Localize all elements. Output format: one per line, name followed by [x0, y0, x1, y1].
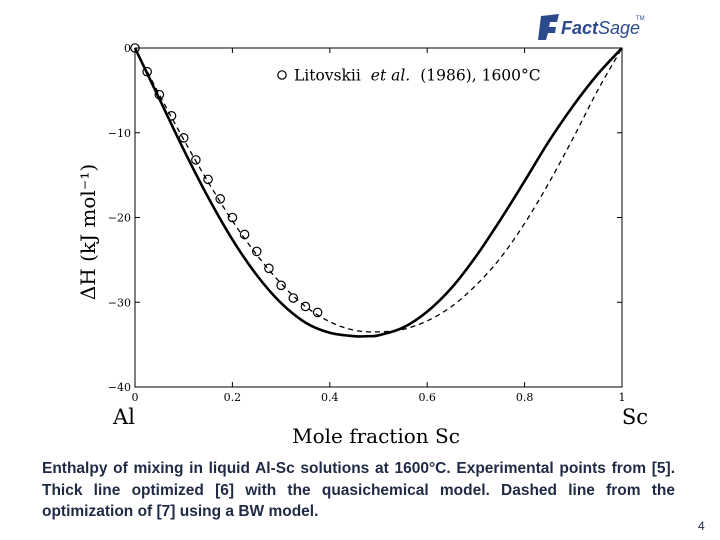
y-axis-label: ΔH (kJ mol⁻¹): [76, 164, 100, 300]
data-point: [215, 194, 226, 204]
svg-text:FactSage: FactSage: [561, 18, 640, 38]
x-tick-label: 0.6: [418, 391, 436, 404]
data-point: [130, 43, 140, 53]
data-point: [251, 246, 262, 257]
logo-icon: [538, 14, 559, 40]
logo-text-b: Sage: [598, 18, 640, 38]
legend: Litovskii et al. (1986), 1600°C: [277, 67, 541, 85]
endpoint-label-left: Al: [112, 405, 135, 429]
x-tick-label: 0.4: [321, 391, 339, 404]
x-tick-label: 0: [132, 391, 139, 404]
data-point: [154, 89, 165, 100]
data-point: [166, 111, 177, 121]
y-tick-label: −40: [108, 381, 131, 394]
endpoint-label-right: Sc: [622, 405, 648, 429]
legend-name: Litovskii: [294, 67, 361, 85]
chart-points: [130, 43, 323, 318]
y-tick-label: −30: [108, 296, 131, 309]
data-point: [203, 174, 213, 185]
data-point: [288, 293, 299, 303]
enthalpy-chart: 0 0.2 0.4 0.6 0.8 1 0 −10 −20 −30 −40 Litovskii et…: [76, 42, 648, 448]
x-tick-label: 0.8: [516, 391, 534, 404]
logo-tm: TM: [636, 16, 645, 22]
logo-text-a: Fact: [561, 18, 599, 38]
data-point: [191, 155, 201, 165]
factsage-logo: FactSage TM: [538, 14, 645, 40]
y-tick-label: −10: [108, 127, 131, 140]
x-tick-label: 0.2: [224, 391, 242, 404]
x-axis-label: Mole fraction Sc: [292, 424, 460, 448]
figure-caption: Enthalpy of mixing in liquid Al-Sc solut…: [42, 460, 675, 520]
data-point: [264, 263, 274, 274]
data-point: [227, 212, 238, 223]
legend-name-italic: et al.: [371, 67, 410, 85]
series-line-quasichemical: [133, 47, 623, 338]
data-point: [239, 229, 250, 240]
data-point: [178, 133, 189, 143]
data-point: [312, 307, 323, 318]
data-point: [142, 66, 152, 77]
series-line-bw-dashed: [134, 47, 623, 333]
legend-marker: [277, 70, 287, 80]
x-tick-label: 1: [619, 391, 626, 404]
page-number: 4: [698, 519, 705, 533]
chart-ticks: 0 0.2 0.4 0.6 0.8 1 0 −10 −20 −30 −40: [108, 42, 626, 404]
chart-lines: [133, 47, 623, 338]
y-tick-label: 0: [124, 42, 131, 55]
data-point: [300, 301, 311, 312]
svg-text:Litovskii et al. (: Litovskii et al. (1986), 1600°C: [294, 67, 541, 85]
y-tick-label: −20: [108, 212, 131, 225]
data-point: [276, 280, 286, 291]
legend-detail: (1986), 1600°C: [420, 67, 540, 85]
